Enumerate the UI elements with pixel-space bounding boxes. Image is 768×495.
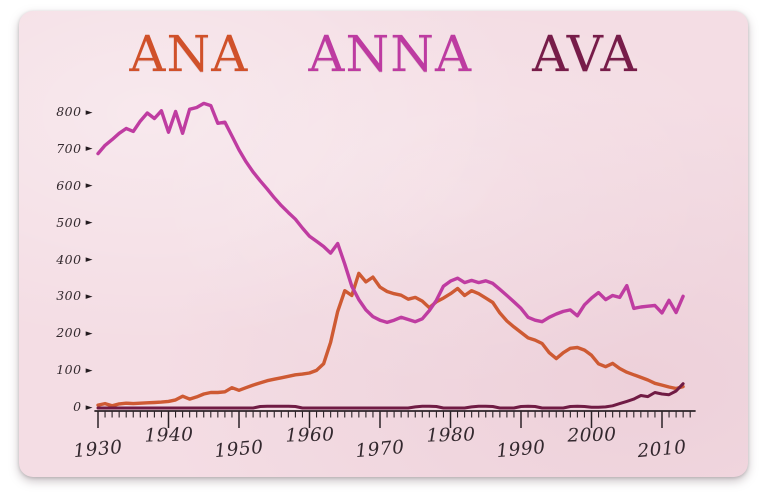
- series-line-anna: [96, 101, 685, 325]
- y-tick-value: 300: [56, 288, 82, 304]
- y-tick-value: 400: [56, 251, 82, 267]
- y-tick-label: 400 ►: [19, 252, 93, 267]
- y-tick-arrow-icon: ►: [85, 218, 93, 229]
- x-tick-label: 1940: [143, 424, 194, 447]
- y-tick-label: 800 ►: [19, 104, 93, 119]
- y-tick-label: 600 ►: [19, 178, 93, 193]
- y-tick-value: 200: [56, 325, 82, 341]
- y-tick-label: 300 ►: [19, 288, 93, 303]
- y-tick-value: 100: [56, 362, 82, 378]
- y-tick-value: 600: [56, 177, 82, 193]
- y-tick-label: 700 ►: [19, 141, 93, 156]
- y-tick-arrow-icon: ►: [85, 328, 93, 339]
- x-tick-label: 2000: [566, 424, 617, 447]
- y-tick-arrow-icon: ►: [85, 181, 93, 192]
- y-tick-value: 700: [56, 140, 82, 156]
- y-tick-label: 200 ►: [19, 325, 93, 340]
- series-line-ava: [96, 382, 685, 410]
- y-tick-arrow-icon: ►: [85, 365, 93, 376]
- x-tick-label: 1960: [284, 424, 335, 447]
- y-tick-value: 500: [56, 214, 82, 230]
- x-tick-label: 1980: [425, 424, 476, 447]
- y-tick-arrow-icon: ►: [85, 291, 93, 302]
- y-tick-value: 800: [56, 104, 82, 119]
- y-tick-label: 0 ►: [19, 399, 93, 414]
- y-tick-label: 100 ►: [19, 362, 93, 377]
- chart-card: ANA ANNA AVA 0 ► 100 ► 200 ► 300 ► 400 ► 500 ► 600 ► 7…: [19, 11, 748, 477]
- y-tick-arrow-icon: ►: [85, 255, 93, 265]
- y-tick-arrow-icon: ►: [85, 107, 93, 118]
- y-tick-arrow-icon: ►: [85, 402, 93, 413]
- y-tick-label: 500 ►: [19, 215, 93, 230]
- y-tick-arrow-icon: ►: [85, 144, 93, 155]
- series-line-ana: [96, 271, 685, 408]
- chart-canvas: [94, 101, 696, 428]
- y-tick-value: 0: [73, 399, 82, 414]
